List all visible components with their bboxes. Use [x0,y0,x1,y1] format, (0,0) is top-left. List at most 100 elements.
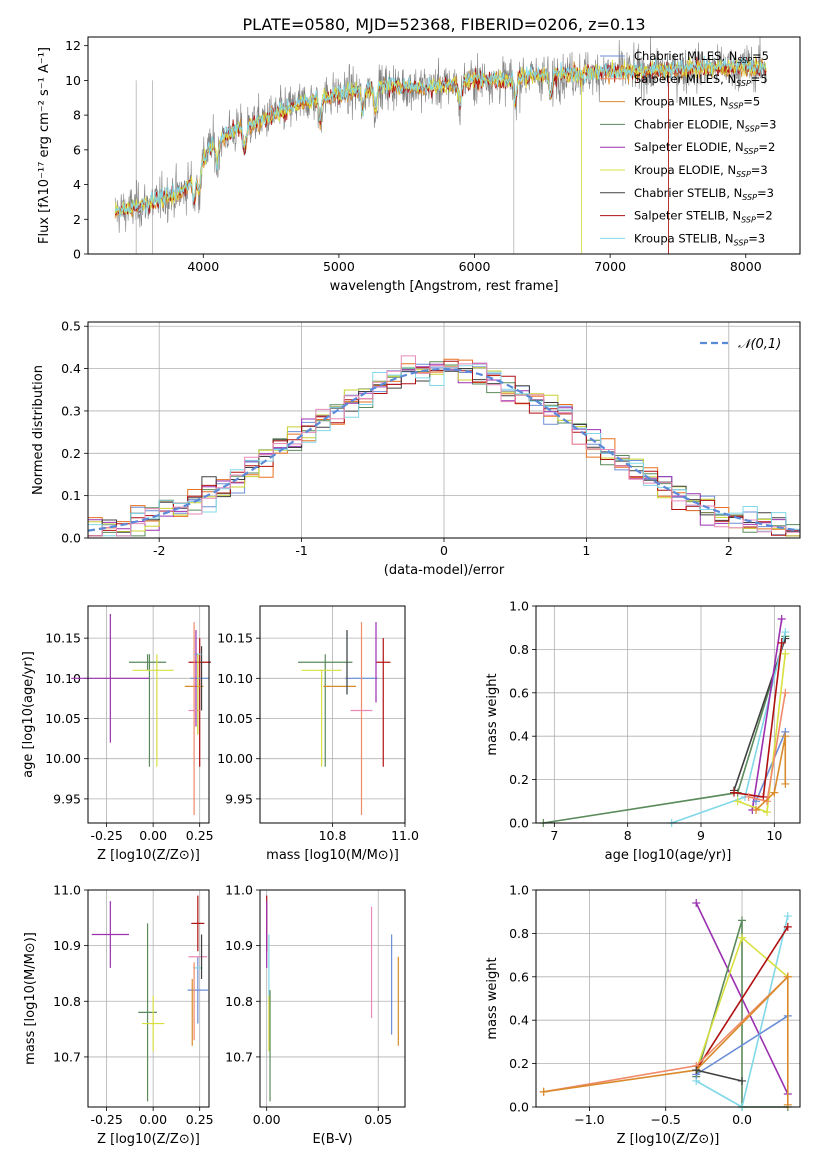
y-tick-label: 0.0 [509,816,529,831]
mass-weight-series-line [751,618,783,811]
axes-frame [535,889,801,1108]
y-tick-label: 0.1 [61,488,81,503]
mass-weight-marker [692,1066,701,1075]
mass-weight-marker [738,916,747,925]
x-tick-label: 7 [550,828,558,843]
mass-weight-series-line [543,974,789,1105]
y-tick-label: 0.0 [61,531,81,546]
mass-weight-marker [777,638,786,647]
y-tick-label: 1.0 [509,599,529,614]
x-tick-label: -0.25 [90,828,122,843]
y-tick-label: 0.6 [509,969,529,984]
y-tick-label: 8 [73,108,81,123]
y-tick-label: 4 [73,177,81,192]
mass-weight-marker [733,797,742,806]
y-tick-label: 0.3 [61,403,81,418]
mass-weight-marker [763,808,771,817]
x-axis-label: E(B-V) [312,1132,352,1147]
x-tick-label: 5000 [323,259,355,274]
mass-weight-marker [783,972,792,981]
y-tick-label: 10.10 [45,671,81,686]
x-tick-label: 10 [766,828,782,843]
y-axis-label: mass weight [485,673,500,755]
y-axis-label: age [log10(age/yr)] [21,651,36,778]
y-tick-label: 6 [73,142,81,157]
x-tick-label: 0.25 [186,828,214,843]
x-tick-label: -1 [295,543,307,558]
x-tick-label: −1.0 [574,1112,604,1127]
mass-weight-vs-metallicity-plot: −1.0 −0.5 0.0 0.0 0.2 0.4 0.6 0.8 1.0 Z [log10(Z/… [485,883,801,1147]
histogram-series [88,355,800,537]
x-tick-label: -2 [153,543,165,558]
legend-label: Kroupa ELODIE, NSSP=3 [634,163,768,179]
x-tick-label: 8 [624,828,632,843]
y-tick-label: 10.05 [45,711,81,726]
x-tick-label: 0.00 [139,828,167,843]
x-axis-label: (data-model)/error [384,563,505,578]
x-tick-label: 0.05 [364,1112,392,1127]
y-axis-label: Flux [fλ10⁻¹⁷ erg cm⁻² s⁻¹ A⁻¹] [37,47,52,244]
spectrum-plot: 4000 5000 6000 7000 8000 0 2 4 6 8 10 12 wavelength … [37,36,801,294]
mass-weight-series-line [695,926,789,1071]
y-tick-label: 0.2 [509,772,529,787]
legend-label: Chabrier STELIB, NSSP=3 [634,186,774,202]
histogram-steps [88,355,800,537]
axes-frame [87,889,210,1108]
y-tick-label: 1.0 [509,883,529,898]
x-tick-label: 0.0 [732,1112,752,1127]
axes-frame [87,36,801,255]
normal-curve-line [88,367,800,532]
y-tick-label: 11.0 [53,883,81,898]
y-tick-label: 9.95 [225,791,253,806]
mass-weight-marker [692,899,701,908]
x-tick-label: 6000 [459,259,491,274]
spectrum-lines [114,37,767,254]
mass-weight-marker [781,688,790,697]
y-tick-label: 0.4 [509,1013,529,1028]
y-tick-label: 10 [65,73,81,88]
x-axis-label: Z [log10(Z/Z⊙)] [617,1132,720,1147]
legend-label: Salpeter MILES, NSSP=5 [634,72,768,88]
mass-weight-marker [781,628,790,637]
axes-frame [535,605,801,824]
y-tick-label: 10.10 [217,671,253,686]
mass-weight-marker [781,779,790,788]
y-tick-label: 0.8 [509,642,529,657]
y-tick-label: 10.00 [217,751,253,766]
mass-vs-extinction-plot: 0.00 0.05 10.7 10.8 10.9 11.0 E(B-V) [225,883,406,1147]
legend-label: 𝒩(0,1) [738,337,781,352]
mass-vs-metallicity-plot: -0.25 0.00 0.25 10.7 10.8 10.9 11.0 Z [log10(Z/… [23,883,214,1148]
y-tick-label: 10.00 [45,751,81,766]
mass-weight-marker [539,1087,548,1096]
y-tick-label: 11.0 [225,883,253,898]
legend-label: Kroupa MILES, NSSP=5 [634,95,760,111]
mass-weight-marker [783,912,792,921]
mass-weight-marker [781,732,790,741]
x-axis-label: Z [log10(Z/Z⊙)] [97,848,200,863]
x-tick-label: 10.8 [319,828,347,843]
y-tick-label: 0.4 [61,361,81,376]
mass-weight-marker [730,788,738,797]
y-tick-label: 0.2 [61,446,81,461]
y-tick-label: 10.7 [53,1049,81,1064]
mass-weight-marker [752,805,760,814]
x-tick-label: 7000 [594,259,626,274]
legend-label: Salpeter STELIB, NSSP=2 [634,209,773,225]
x-axis-label: Z [log10(Z/Z⊙)] [97,1132,200,1147]
mass-weight-series-line [695,1015,789,1076]
mass-weight-series-line [755,731,787,802]
x-axis-label: age [log10(age/yr)] [605,848,732,863]
axes-frame [87,605,210,824]
y-tick-label: 2 [73,212,81,227]
age-vs-mass-plot: 10.8 11.0 9.95 10.00 10.05 10.10 10.15 mass [lo… [217,605,419,863]
mass-weight-series-line [755,736,787,811]
x-tick-label: 0.25 [186,1112,214,1127]
legend-label: Salpeter ELODIE, NSSP=2 [634,140,775,156]
y-tick-label: 9.95 [53,791,81,806]
axes-frame [87,321,801,539]
x-tick-label: 4000 [187,259,219,274]
mass-weight-vs-age-plot: 7 8 9 10 0.0 0.2 0.4 0.6 0.8 1.0 age [log10(age/yr… [485,599,801,863]
x-tick-label: -0.25 [90,1112,122,1127]
mass-weight-marker [777,615,786,624]
figure-title: PLATE=0580, MJD=52368, FIBERID=0206, z=0… [242,15,645,34]
